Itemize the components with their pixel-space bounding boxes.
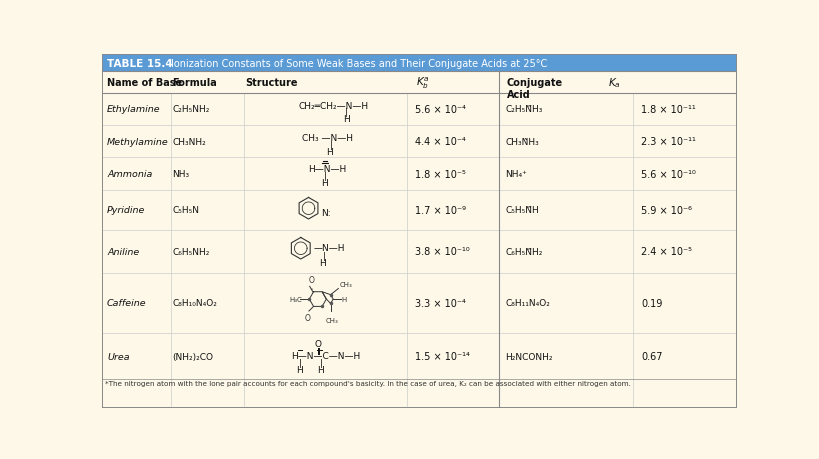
Text: Structure: Structure <box>246 78 298 88</box>
Text: |: | <box>329 140 333 150</box>
Text: H₂NCONH₂: H₂NCONH₂ <box>505 352 553 361</box>
Text: Conjugate
Acid: Conjugate Acid <box>507 78 563 100</box>
Text: 0.19: 0.19 <box>641 298 663 308</box>
Text: H: H <box>319 259 326 268</box>
Text: Ammonia: Ammonia <box>107 170 152 179</box>
Text: |: | <box>299 358 302 367</box>
Text: 1.5 × 10⁻¹⁴: 1.5 × 10⁻¹⁴ <box>414 351 469 361</box>
Text: H—N—H: H—N—H <box>309 165 346 174</box>
Text: CH₃: CH₃ <box>339 281 352 287</box>
Text: Caffeine: Caffeine <box>107 299 147 308</box>
Text: Aniline: Aniline <box>107 247 139 256</box>
Text: O: O <box>308 275 314 285</box>
Text: NH₃: NH₃ <box>172 170 189 179</box>
Text: C₂H₅NH₂: C₂H₅NH₂ <box>172 105 210 114</box>
Text: |: | <box>323 251 325 260</box>
Text: Methylamine: Methylamine <box>107 137 169 146</box>
Bar <box>102 55 737 72</box>
Text: 2.3 × 10⁻¹¹: 2.3 × 10⁻¹¹ <box>641 137 696 147</box>
Text: 1.8 × 10⁻⁵: 1.8 × 10⁻⁵ <box>414 169 465 179</box>
Text: C₅H₅N: C₅H₅N <box>172 206 199 215</box>
Text: $\mathit{K}_a$: $\mathit{K}_a$ <box>608 76 621 90</box>
Text: 4.4 × 10⁻⁴: 4.4 × 10⁻⁴ <box>414 137 465 147</box>
Text: CH₃: CH₃ <box>326 317 339 323</box>
Text: Ethylamine: Ethylamine <box>107 105 161 114</box>
Text: $\mathit{K}_b^a$: $\mathit{K}_b^a$ <box>416 75 430 90</box>
Text: |: | <box>320 358 324 367</box>
Text: H: H <box>342 115 350 124</box>
Text: H: H <box>321 179 328 188</box>
Text: H: H <box>317 365 324 374</box>
Text: Name of Base: Name of Base <box>107 78 182 88</box>
Text: H: H <box>296 365 303 374</box>
Text: C₂H₅ÑH₃: C₂H₅ÑH₃ <box>505 105 543 114</box>
Text: H: H <box>342 297 347 302</box>
Text: O: O <box>314 340 321 348</box>
Text: 1.7 × 10⁻⁹: 1.7 × 10⁻⁹ <box>414 205 466 215</box>
Text: TABLE 15.4: TABLE 15.4 <box>107 59 173 68</box>
Text: 2.4 × 10⁻⁵: 2.4 × 10⁻⁵ <box>641 247 692 257</box>
Text: C₆H₅ÑH₂: C₆H₅ÑH₂ <box>505 247 543 256</box>
Text: |: | <box>345 108 348 117</box>
Text: |: | <box>324 172 327 181</box>
Text: H₃C: H₃C <box>289 297 302 302</box>
Text: CH₂═CH₂—N—H: CH₂═CH₂—N—H <box>298 101 369 110</box>
Text: H—N—C—N—H: H—N—C—N—H <box>291 351 360 360</box>
Text: 5.6 × 10⁻⁴: 5.6 × 10⁻⁴ <box>414 105 466 115</box>
Text: 0.67: 0.67 <box>641 351 663 361</box>
Text: C₈H₁₀N₄O₂: C₈H₁₀N₄O₂ <box>172 299 217 308</box>
Text: C₈H₁₁N₄O₂: C₈H₁₁N₄O₂ <box>505 299 550 308</box>
Text: O: O <box>305 313 311 323</box>
Text: CH₃ —N—H: CH₃ —N—H <box>302 134 353 143</box>
Text: —N—H: —N—H <box>313 243 345 252</box>
Text: H: H <box>326 147 333 157</box>
Text: Ionization Constants of Some Weak Bases and Their Conjugate Acids at 25°C: Ionization Constants of Some Weak Bases … <box>170 59 547 68</box>
Text: 5.9 × 10⁻⁶: 5.9 × 10⁻⁶ <box>641 205 692 215</box>
Text: 3.3 × 10⁻⁴: 3.3 × 10⁻⁴ <box>414 298 465 308</box>
Text: 5.6 × 10⁻¹⁰: 5.6 × 10⁻¹⁰ <box>641 169 696 179</box>
Text: Pyridine: Pyridine <box>107 206 146 215</box>
Text: 3.8 × 10⁻¹⁰: 3.8 × 10⁻¹⁰ <box>414 247 469 257</box>
Text: (NH₂)₂CO: (NH₂)₂CO <box>172 352 213 361</box>
Text: *The nitrogen atom with the lone pair accounts for each compound's basicity. In : *The nitrogen atom with the lone pair ac… <box>106 380 631 386</box>
Text: Urea: Urea <box>107 352 129 361</box>
Text: Formula: Formula <box>172 78 217 88</box>
Text: CH₃ÑH₃: CH₃ÑH₃ <box>505 137 539 146</box>
Text: C₆H₅NH₂: C₆H₅NH₂ <box>172 247 210 256</box>
Text: CH₃NH₂: CH₃NH₂ <box>172 137 206 146</box>
Text: C₅H₅ÑH: C₅H₅ÑH <box>505 206 539 215</box>
Text: 1.8 × 10⁻¹¹: 1.8 × 10⁻¹¹ <box>641 105 696 115</box>
Text: NH₄⁺: NH₄⁺ <box>505 170 527 179</box>
Text: N:: N: <box>321 209 331 218</box>
